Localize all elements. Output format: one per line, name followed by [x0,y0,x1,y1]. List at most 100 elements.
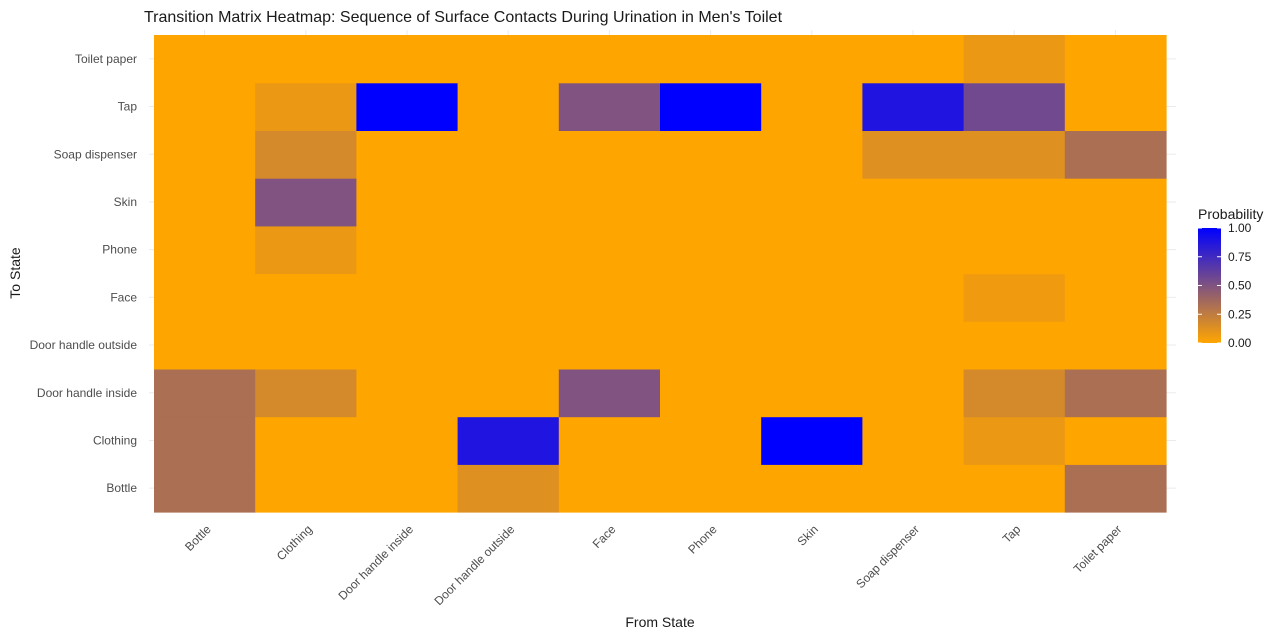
heatmap-cell-soap-dispenser-to-tap [862,82,965,131]
x-tick-label: Soap dispenser [853,522,922,591]
heatmap-cell-clothing-to-soap-dispenser [255,130,357,179]
heatmap-cell-clothing-to-bottle [255,464,357,513]
heatmap-cell-soap-dispenser-to-clothing [862,416,965,465]
heatmap-cell-door-handle-inside-to-face [356,273,459,322]
heatmap-cell-face-to-bottle [558,464,661,513]
x-tick-label: Door handle inside [335,522,416,603]
heatmap-cell-phone-to-soap-dispenser [660,130,762,179]
x-tick-label: Tap [1000,522,1024,546]
heatmap-cell-door-handle-outside-to-face [457,273,560,322]
y-tick-label: Tap [118,100,138,114]
heatmap-cell-clothing-to-tap [255,82,357,131]
legend-colorbar [1198,228,1221,343]
heatmap-cell-skin-to-door-handle-inside [761,368,863,418]
heatmap-cell-face-to-tap [558,82,661,131]
heatmap-cell-door-handle-outside-to-soap-dispenser [457,130,560,179]
heatmap-cell-bottle-to-face [154,273,256,322]
heatmap-cell-phone-to-toilet-paper [660,35,762,84]
x-tick-label: Phone [685,522,720,557]
heatmap-cell-face-to-face [558,273,661,322]
heatmap-cell-tap-to-bottle [963,464,1066,513]
y-tick-label: Clothing [93,433,137,447]
heatmap-cell-door-handle-inside-to-soap-dispenser [356,130,459,179]
legend-tick-label: 1.00 [1228,221,1252,235]
heatmap-cell-toilet-paper-to-face [1064,273,1167,322]
legend-tick-label: 0.75 [1228,250,1252,264]
heatmap-cell-door-handle-outside-to-bottle [457,464,560,513]
heatmap-cell-soap-dispenser-to-phone [862,225,965,275]
heatmap-cell-tap-to-door-handle-inside [963,368,1066,418]
legend: Probability 0.00 0.25 0.50 0.75 1.00 [1198,206,1263,350]
heatmap-cell-door-handle-outside-to-toilet-paper [457,35,560,84]
heatmap-cell-clothing-to-clothing [255,416,357,465]
heatmap-cell-clothing-to-door-handle-outside [255,321,357,370]
heatmap-cell-phone-to-bottle [660,464,762,513]
heatmap-cell-skin-to-toilet-paper [761,35,863,84]
heatmap-cell-door-handle-inside-to-bottle [356,464,459,513]
heatmap-cell-phone-to-phone [660,225,762,275]
heatmap-cell-tap-to-tap [963,82,1066,131]
heatmap-cell-soap-dispenser-to-soap-dispenser [862,130,965,179]
x-tick-label: Clothing [274,522,315,563]
heatmap-cell-skin-to-face [761,273,863,322]
x-tick-label: Bottle [182,522,214,554]
heatmap-cell-tap-to-face [963,273,1066,322]
heatmap-cell-toilet-paper-to-soap-dispenser [1064,130,1167,179]
heatmap-cell-bottle-to-toilet-paper [154,35,256,84]
heatmap-cell-skin-to-clothing [761,416,863,465]
heatmap-cell-skin-to-tap [761,82,863,131]
heatmap-cell-door-handle-outside-to-clothing [457,416,560,465]
heatmap-cell-face-to-door-handle-outside [558,321,661,370]
heatmap-cell-face-to-soap-dispenser [558,130,661,179]
heatmap-cell-soap-dispenser-to-door-handle-inside [862,368,965,418]
y-tick-label: Door handle outside [30,338,138,352]
legend-ticks: 0.00 0.25 0.50 0.75 1.00 [1198,221,1252,350]
heatmap-cell-bottle-to-phone [154,225,256,275]
heatmap-cell-tap-to-soap-dispenser [963,130,1066,179]
heatmap-cell-door-handle-inside-to-tap [356,82,459,131]
y-axis-title: To State [7,247,23,299]
y-tick-label: Soap dispenser [54,147,137,161]
heatmap-cell-bottle-to-tap [154,82,256,131]
heatmap-cell-phone-to-door-handle-outside [660,321,762,370]
heatmap-cell-tap-to-toilet-paper [963,35,1066,84]
heatmap-cell-toilet-paper-to-tap [1064,82,1167,131]
heatmap-cell-phone-to-door-handle-inside [660,368,762,418]
y-tick-label: Phone [102,243,137,257]
heatmap-cell-door-handle-outside-to-door-handle-inside [457,368,560,418]
heatmap-cell-clothing-to-face [255,273,357,322]
heatmap-cells [154,35,1167,513]
heatmap-cell-bottle-to-skin [154,178,256,227]
legend-title: Probability [1198,206,1263,222]
heatmap-cell-toilet-paper-to-door-handle-outside [1064,321,1167,370]
heatmap-cell-tap-to-phone [963,225,1066,275]
heatmap-cell-clothing-to-door-handle-inside [255,368,357,418]
heatmap-cell-soap-dispenser-to-toilet-paper [862,35,965,84]
legend-tick-label: 0.25 [1228,307,1252,321]
heatmap-cell-tap-to-skin [963,178,1066,227]
heatmap-cell-door-handle-outside-to-tap [457,82,560,131]
y-tick-label: Door handle inside [37,386,137,400]
x-tick-label: Door handle outside [431,522,517,608]
heatmap-cell-door-handle-inside-to-clothing [356,416,459,465]
x-tick-label: Skin [795,522,821,548]
heatmap-cell-door-handle-outside-to-phone [457,225,560,275]
heatmap-cell-face-to-clothing [558,416,661,465]
heatmap-cell-soap-dispenser-to-door-handle-outside [862,321,965,370]
x-tick-label: Toilet paper [1071,522,1125,576]
heatmap-cell-soap-dispenser-to-bottle [862,464,965,513]
heatmap-cell-toilet-paper-to-phone [1064,225,1167,275]
heatmap-cell-tap-to-door-handle-outside [963,321,1066,370]
heatmap-cell-bottle-to-door-handle-inside [154,368,256,418]
x-tick-labels: Bottle Clothing Door handle inside Door han… [182,522,1124,608]
heatmap-cell-toilet-paper-to-door-handle-inside [1064,368,1167,418]
heatmap-cell-skin-to-bottle [761,464,863,513]
heatmap-cell-toilet-paper-to-skin [1064,178,1167,227]
heatmap-cell-bottle-to-bottle [154,464,256,513]
heatmap-cell-phone-to-face [660,273,762,322]
chart-title: Transition Matrix Heatmap: Sequence of S… [144,9,783,26]
heatmap-cell-phone-to-skin [660,178,762,227]
heatmap-cell-tap-to-clothing [963,416,1066,465]
heatmap-cell-bottle-to-soap-dispenser [154,130,256,179]
